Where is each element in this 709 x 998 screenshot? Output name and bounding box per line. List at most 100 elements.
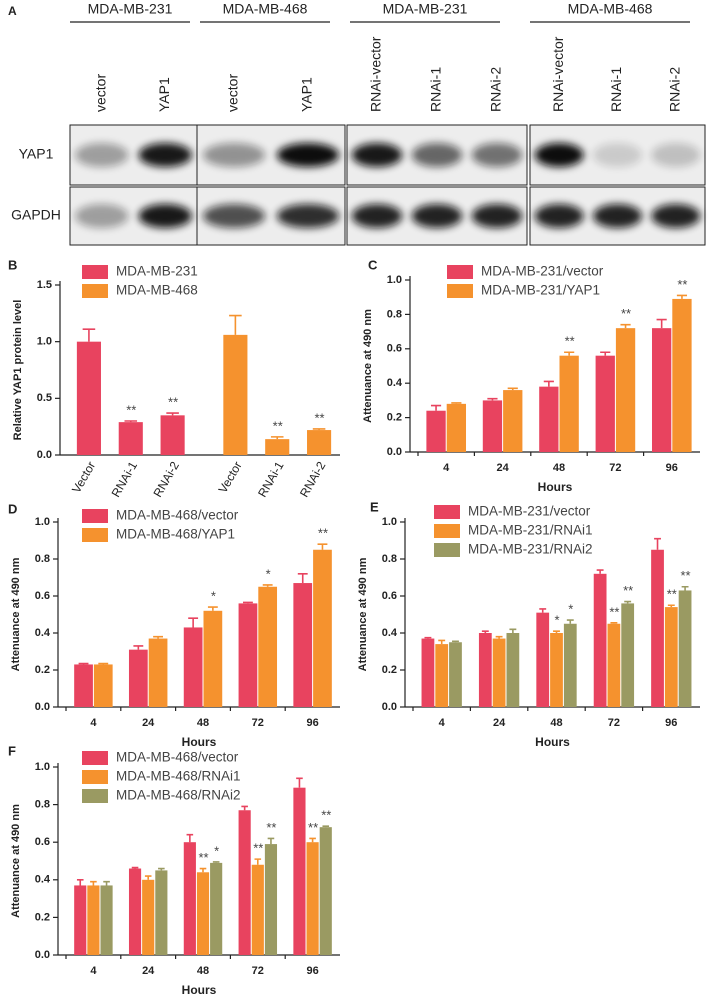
error-bar — [243, 601, 253, 604]
blot-band — [651, 204, 701, 228]
error-bar — [133, 645, 144, 650]
bar — [251, 864, 264, 955]
bar — [449, 642, 462, 707]
error-bar — [438, 639, 446, 645]
legend-swatch — [82, 284, 108, 298]
error-bar — [270, 436, 284, 440]
legend-label: MDA-MB-231/vector — [481, 264, 604, 279]
error-bar — [481, 630, 489, 633]
x-tick-label: 48 — [550, 717, 562, 729]
x-tick-label: 72 — [252, 717, 264, 729]
bar — [183, 627, 203, 707]
error-bar — [495, 635, 503, 639]
legend-swatch — [434, 543, 460, 557]
blot-band — [138, 143, 192, 167]
y-tick-label: 0.6 — [35, 836, 50, 848]
error-bar — [564, 351, 575, 356]
error-bar — [207, 606, 218, 611]
significance: ** — [315, 410, 325, 425]
legend-label: MDA-MB-231/RNAi1 — [468, 523, 593, 538]
significance: ** — [621, 306, 631, 321]
row-label: GAPDH — [11, 207, 61, 223]
y-axis-label: Relative YAP1 protein level — [12, 300, 24, 441]
blot-band — [471, 143, 523, 167]
y-tick-label: 1.0 — [35, 516, 50, 528]
error-bar — [76, 879, 84, 886]
bar — [621, 603, 635, 707]
lane-label: vector — [225, 74, 241, 112]
error-bar — [312, 428, 326, 431]
significance: ** — [667, 587, 677, 602]
significance: ** — [677, 277, 687, 292]
error-bar — [620, 323, 631, 329]
blot-band — [534, 143, 584, 167]
error-bar — [322, 825, 330, 828]
legend-swatch — [82, 770, 108, 784]
legend-swatch — [434, 505, 460, 519]
x-tick-label: 96 — [306, 965, 318, 977]
y-tick-label: 0.8 — [35, 799, 50, 811]
y-tick-label: 0.0 — [35, 701, 50, 713]
error-bar — [158, 867, 165, 871]
blot-band — [651, 143, 701, 167]
bar — [160, 415, 185, 455]
legend-label: MDA-MB-468/vector — [116, 750, 239, 765]
x-tick-label: 24 — [493, 717, 506, 729]
legend-swatch — [82, 509, 108, 523]
significance: ** — [565, 334, 575, 349]
bar — [492, 638, 506, 707]
x-tick-label: RNAi-2 — [151, 459, 183, 500]
x-tick-label: RNAi-1 — [109, 459, 141, 500]
legend-label: MDA-MB-468 — [116, 283, 198, 298]
y-tick-label: 0.6 — [382, 590, 397, 602]
blot-band — [75, 204, 129, 228]
error-bar — [451, 402, 462, 404]
y-tick-label: 0.5 — [37, 392, 52, 404]
bar — [128, 649, 148, 707]
error-bar — [82, 328, 96, 342]
error-bar — [566, 619, 574, 624]
y-tick-label: 0.4 — [35, 627, 51, 639]
x-tick-label: 48 — [553, 462, 565, 474]
error-bar — [539, 608, 547, 613]
error-bar — [553, 630, 560, 633]
lane-label: vector — [92, 74, 108, 112]
y-axis-label: Attenuance at 490 nm — [362, 309, 374, 423]
bar — [258, 586, 278, 707]
error-bar — [654, 537, 661, 550]
bar — [593, 573, 607, 707]
significance: ** — [321, 808, 331, 823]
bar — [651, 549, 664, 707]
y-tick-label: 0.0 — [382, 701, 397, 713]
y-tick-label: 1.0 — [387, 274, 402, 286]
bar — [559, 355, 579, 452]
bar — [607, 623, 621, 707]
error-bar — [317, 543, 328, 550]
error-bar — [296, 777, 303, 788]
significance: * — [554, 613, 559, 628]
y-tick-label: 0.2 — [382, 664, 397, 676]
error-bar — [656, 318, 667, 329]
bar — [203, 610, 223, 707]
blot-band — [276, 204, 340, 228]
bar — [87, 885, 100, 955]
panel-label: A — [8, 4, 17, 18]
significance: ** — [623, 583, 633, 598]
error-bar — [188, 617, 199, 628]
blot-band — [138, 204, 192, 228]
bar — [563, 623, 577, 707]
significance: ** — [681, 568, 691, 583]
error-bar — [600, 351, 611, 356]
panel-label: C — [368, 257, 378, 272]
error-bar — [667, 604, 675, 608]
significance: * — [211, 589, 216, 604]
blot-band — [202, 204, 266, 228]
lane-label: RNAi-vector — [550, 36, 566, 112]
x-tick-label: RNAi-2 — [297, 459, 329, 500]
x-tick-label: Vector — [69, 459, 98, 495]
y-tick-label: 0.6 — [387, 343, 402, 355]
bar — [313, 549, 332, 707]
bar — [503, 390, 523, 452]
bar — [155, 870, 168, 955]
